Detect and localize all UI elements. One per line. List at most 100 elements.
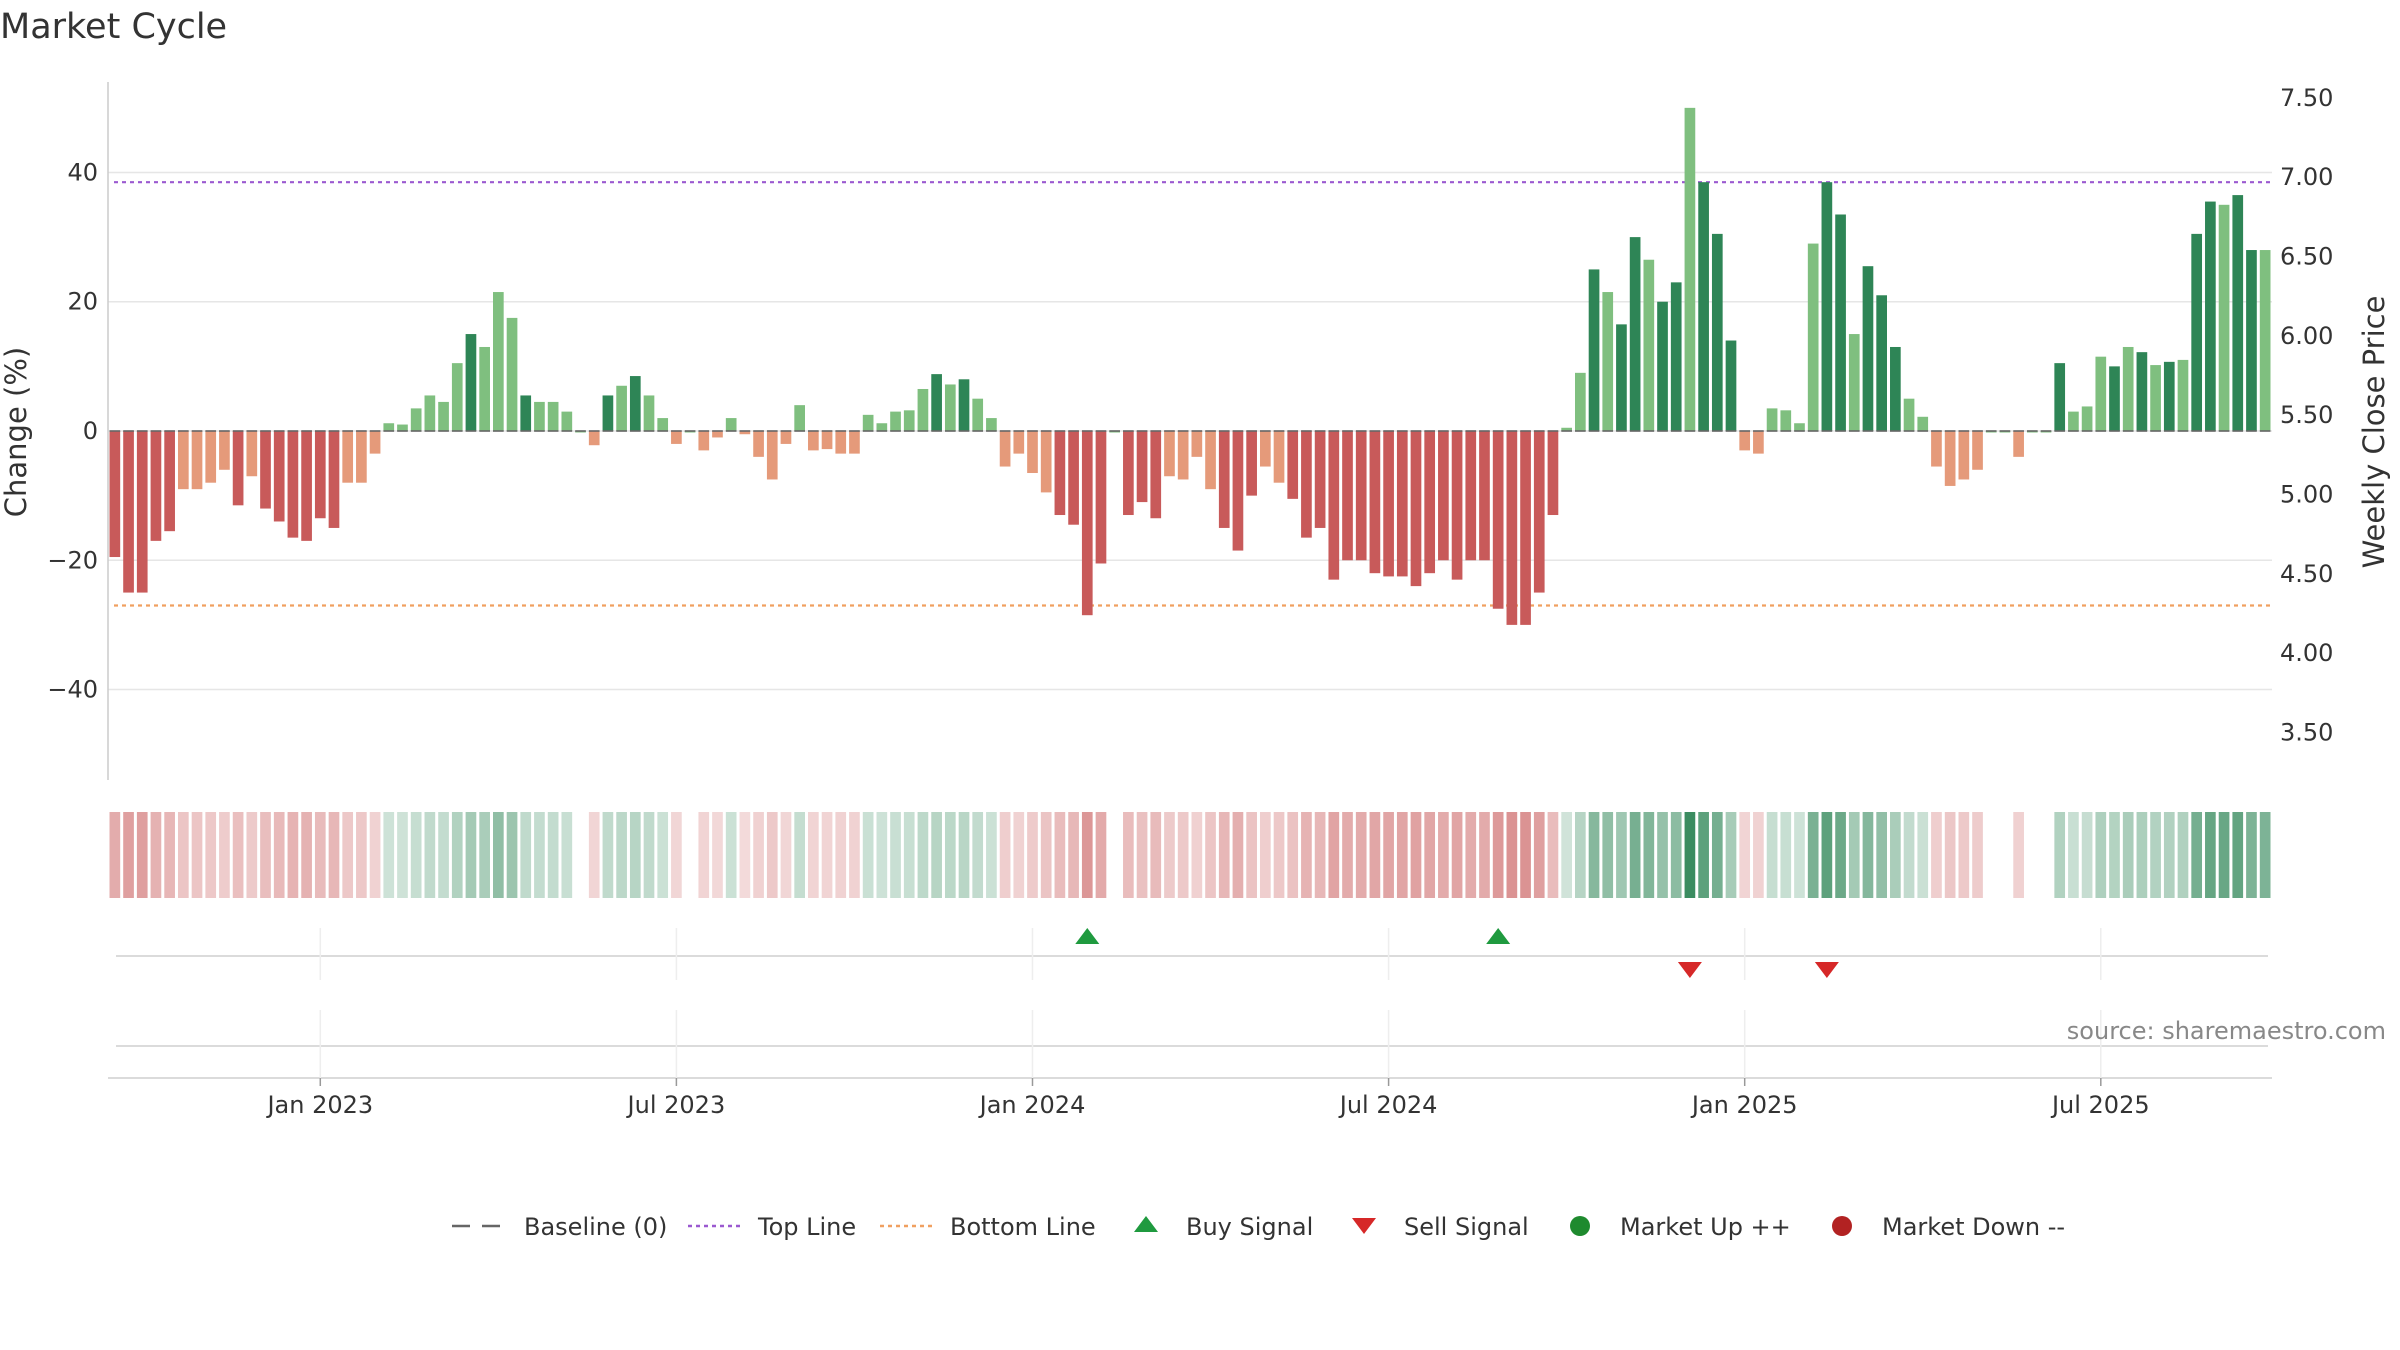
bar-126 [1835, 214, 1846, 431]
heat-cell-50 [794, 812, 805, 898]
bar-129 [1876, 295, 1887, 431]
heat-cell-154 [2218, 812, 2230, 898]
heat-cell-107 [1575, 812, 1586, 898]
heat-cell-97 [1438, 812, 1449, 898]
bar-106 [1561, 427, 1572, 431]
heat-cell-150 [2163, 812, 2175, 898]
heat-cell-103 [1520, 812, 1531, 898]
bar-113 [1657, 301, 1668, 431]
bar-145 [2095, 356, 2107, 431]
bar-105 [1547, 431, 1559, 516]
buy-signal-marker-1 [1486, 928, 1511, 944]
heat-cell-27 [479, 812, 490, 898]
bar-37 [616, 385, 627, 431]
bar-39 [643, 395, 655, 431]
bar-86 [1287, 431, 1299, 499]
bar-24 [438, 401, 449, 431]
heat-cell-101 [1492, 812, 1504, 898]
heat-cell-87 [1301, 812, 1312, 898]
heat-cell-60 [931, 812, 942, 898]
bar-70 [1068, 431, 1079, 525]
bar-36 [602, 395, 614, 431]
bar-60 [931, 374, 942, 431]
bar-61 [944, 384, 956, 431]
heat-cell-148 [2136, 812, 2148, 898]
bar-33 [561, 411, 573, 431]
heat-cell-4 [164, 812, 175, 898]
bar-123 [1794, 423, 1805, 431]
bar-4 [164, 431, 175, 532]
heat-cell-59 [917, 812, 929, 898]
bar-82 [1232, 431, 1244, 551]
bar-151 [2177, 359, 2189, 431]
heat-cell-46 [739, 812, 751, 898]
bar-119 [1739, 431, 1751, 451]
heat-cell-47 [753, 812, 764, 898]
bar-80 [1205, 431, 1216, 490]
heat-cell-109 [1602, 812, 1614, 898]
bar-152 [2191, 233, 2203, 431]
bar-101 [1492, 431, 1504, 609]
y2-tick-label-6: 4.50 [2280, 560, 2333, 588]
bar-23 [424, 395, 436, 431]
bar-84 [1259, 431, 1271, 467]
bar-63 [972, 398, 984, 431]
bar-20 [383, 423, 395, 431]
bar-5 [177, 431, 189, 490]
bar-55 [862, 414, 874, 431]
heat-cell-153 [2205, 812, 2216, 898]
heat-cell-43 [698, 812, 710, 898]
legend-label-1: Top Line [757, 1213, 856, 1241]
heat-cell-31 [534, 812, 545, 898]
heat-cell-22 [410, 812, 422, 898]
heat-cell-0 [109, 812, 121, 898]
heat-cell-12 [273, 812, 285, 898]
heat-cell-10 [246, 812, 258, 898]
y2-tick-label-0: 7.50 [2280, 84, 2333, 112]
bar-131 [1903, 398, 1915, 431]
y2-tick-label-2: 6.50 [2280, 243, 2333, 271]
legend-swatch-market-down [1832, 1216, 1852, 1236]
heat-cell-53 [835, 812, 847, 898]
y2-tick-label-1: 7.00 [2280, 163, 2333, 191]
bar-108 [1588, 269, 1600, 431]
heat-cell-113 [1657, 812, 1668, 898]
heat-cell-26 [465, 812, 477, 898]
heat-cell-40 [657, 812, 669, 898]
bar-110 [1616, 324, 1627, 431]
bar-14 [301, 431, 312, 541]
heat-cell-82 [1232, 812, 1244, 898]
bar-157 [2259, 250, 2271, 431]
bars [109, 107, 2271, 625]
heat-cell-128 [1862, 812, 1874, 898]
legend-swatch-buy [1134, 1216, 1158, 1232]
heat-cell-37 [616, 812, 627, 898]
bar-128 [1862, 266, 1874, 431]
bar-41 [671, 431, 682, 444]
heat-cell-89 [1328, 812, 1340, 898]
heat-cell-81 [1218, 812, 1230, 898]
bar-3 [150, 431, 162, 541]
heat-cell-98 [1451, 812, 1463, 898]
heat-cell-118 [1725, 812, 1737, 898]
heat-cell-51 [808, 812, 819, 898]
bar-31 [534, 401, 545, 431]
heat-cell-133 [1931, 812, 1942, 898]
legend-label-2: Bottom Line [950, 1213, 1096, 1241]
heat-cell-64 [986, 812, 997, 898]
x-tick-label-1: Jul 2023 [626, 1091, 726, 1119]
heat-cell-115 [1684, 812, 1696, 898]
heat-cell-104 [1533, 812, 1545, 898]
heat-cell-96 [1424, 812, 1436, 898]
bar-74 [1123, 431, 1134, 516]
heat-cell-19 [369, 812, 381, 898]
heat-cell-5 [177, 812, 189, 898]
bar-102 [1506, 431, 1518, 625]
heat-cell-36 [602, 812, 614, 898]
bar-153 [2205, 201, 2216, 431]
legend-label-4: Sell Signal [1404, 1213, 1529, 1241]
bar-99 [1465, 431, 1477, 561]
bar-132 [1917, 416, 1929, 431]
bar-100 [1479, 431, 1490, 561]
bar-134 [1944, 431, 1956, 486]
